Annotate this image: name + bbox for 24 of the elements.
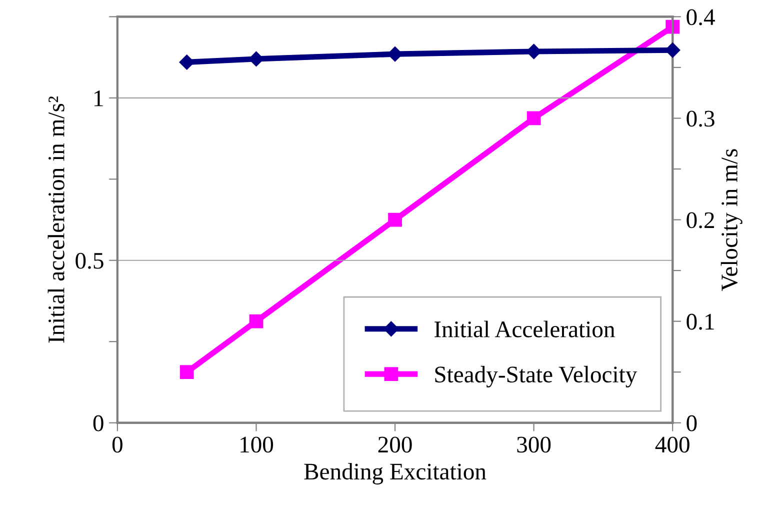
y2-tick-label: 0.1	[686, 314, 714, 330]
point	[526, 111, 541, 126]
y2-tick-label: 0.2	[686, 212, 714, 228]
legend-label: Steady-State Velocity	[435, 366, 638, 388]
point	[388, 212, 402, 227]
point	[665, 42, 680, 58]
x-tick-label: 400	[655, 436, 690, 453]
x-tick-label: 300	[517, 436, 551, 453]
y-tick-label: 0	[93, 415, 104, 432]
y2-tick-label: 0.4	[686, 9, 715, 26]
y2-tick-label: 0	[686, 415, 697, 432]
x-tick-label: 200	[378, 436, 412, 453]
legend-label: Initial Acceleration	[434, 320, 615, 338]
x-tick-label: 0	[112, 436, 122, 453]
y2-tick-label: 0.3	[686, 110, 714, 127]
point	[179, 54, 194, 70]
y2-axis-title: Velocity in m/s	[720, 149, 742, 291]
x-tick-label: 100	[240, 436, 274, 453]
point	[249, 314, 264, 328]
y-tick-label: 0.5	[76, 252, 104, 269]
point	[180, 365, 194, 379]
y-tick-label: 1	[94, 90, 103, 106]
y-axis-title: Initial acceleration in m/s²	[48, 96, 64, 343]
x-axis-title: Bending Excitation	[304, 462, 486, 484]
